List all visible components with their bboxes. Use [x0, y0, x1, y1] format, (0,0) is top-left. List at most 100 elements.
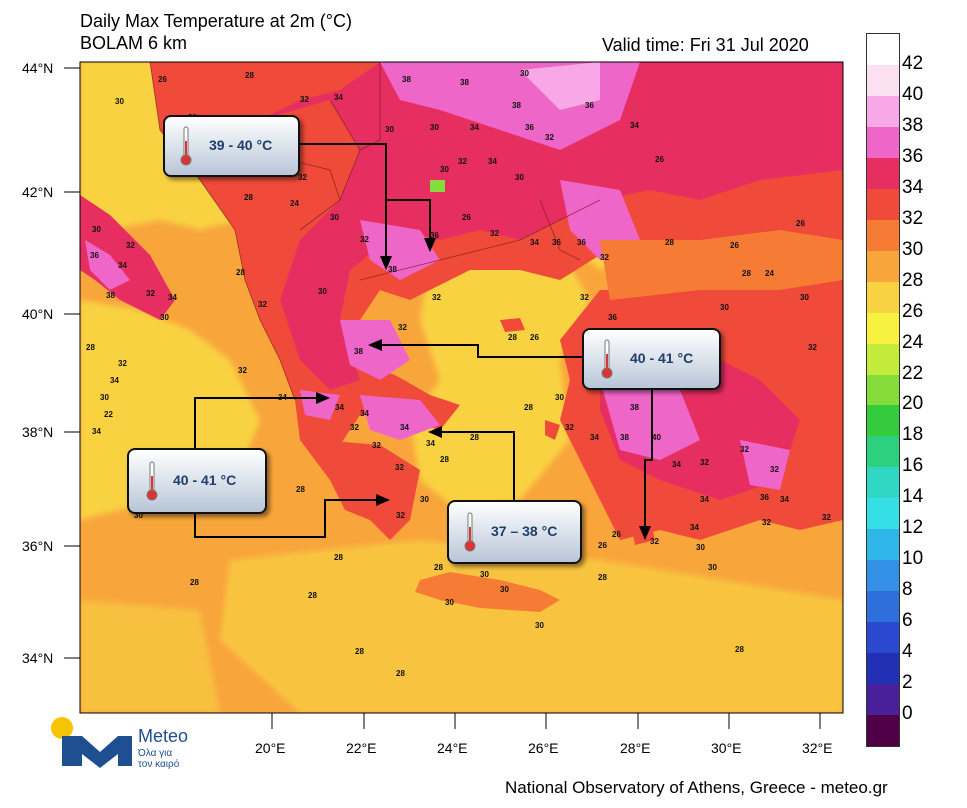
- colorbar-segment: [867, 219, 899, 252]
- svg-text:38: 38: [402, 75, 411, 84]
- southern-sea-band: [220, 540, 843, 713]
- svg-text:28: 28: [524, 403, 533, 412]
- svg-text:26: 26: [158, 75, 167, 84]
- svg-text:32: 32: [350, 423, 359, 432]
- svg-text:30: 30: [535, 621, 544, 630]
- svg-text:30: 30: [708, 563, 717, 572]
- svg-text:32: 32: [458, 157, 467, 166]
- lat-label-44: 44°N: [22, 60, 54, 76]
- colorbar-segment: [867, 250, 899, 283]
- svg-text:32: 32: [372, 441, 381, 450]
- svg-text:32: 32: [398, 323, 407, 332]
- svg-text:28: 28: [244, 193, 253, 202]
- colorbar-segment: [867, 715, 899, 747]
- colorbar-segment: [867, 591, 899, 623]
- map-title-line1: Daily Max Temperature at 2m (°C): [80, 11, 352, 31]
- svg-text:40: 40: [652, 433, 661, 442]
- land-sw-turkey-very-hot: [740, 440, 790, 490]
- svg-text:26: 26: [530, 333, 539, 342]
- lat-label-40: 40°N: [22, 306, 54, 322]
- land-danube-peak: [520, 62, 600, 110]
- svg-text:28: 28: [86, 343, 95, 352]
- sw-sea-band: [80, 600, 220, 713]
- svg-text:32: 32: [740, 445, 749, 454]
- svg-text:30: 30: [160, 313, 169, 322]
- colorbar-label: 22: [902, 362, 924, 384]
- svg-text:28: 28: [245, 71, 254, 80]
- svg-text:34: 34: [335, 403, 344, 412]
- svg-text:34: 34: [470, 123, 479, 132]
- colorbar-label: 32: [902, 207, 924, 229]
- svg-text:36: 36: [430, 231, 439, 240]
- svg-text:30: 30: [92, 225, 101, 234]
- svg-text:26: 26: [612, 530, 621, 539]
- lat-label-36: 36°N: [22, 538, 54, 554]
- svg-text:38: 38: [388, 265, 397, 274]
- svg-text:36: 36: [577, 238, 586, 247]
- svg-text:38: 38: [354, 347, 363, 356]
- colorbar-label: 20: [902, 393, 924, 415]
- svg-text:30: 30: [720, 303, 729, 312]
- svg-text:30: 30: [385, 125, 394, 134]
- svg-text:28: 28: [396, 669, 405, 678]
- credit-line: National Observatory of Athens, Greece -…: [505, 778, 888, 797]
- svg-text:28: 28: [334, 553, 343, 562]
- valid-time: Valid time: Fri 31 Jul 2020: [602, 35, 809, 55]
- svg-text:28: 28: [308, 591, 317, 600]
- land-italy-heel: [80, 195, 175, 320]
- colorbar-label: 42: [902, 52, 924, 74]
- lat-label-38: 38°N: [22, 424, 54, 440]
- colorbar: [866, 33, 900, 747]
- logo-slogan-line2: τον καιρό: [138, 759, 180, 770]
- svg-text:34: 34: [488, 157, 497, 166]
- colorbar-segment: [867, 684, 899, 716]
- map-title-line2: BOLAM 6 km: [80, 33, 188, 53]
- logo-slogan-line1: Όλα για: [138, 748, 173, 759]
- svg-text:32: 32: [395, 463, 404, 472]
- svg-text:24: 24: [290, 199, 299, 208]
- callout-east-attica: 37 – 38 °C: [447, 500, 582, 564]
- svg-text:34: 34: [400, 423, 409, 432]
- svg-text:32: 32: [762, 518, 771, 527]
- svg-text:30: 30: [115, 97, 124, 106]
- svg-text:30: 30: [134, 511, 143, 520]
- svg-text:34: 34: [118, 261, 127, 270]
- colorbar-segment: [867, 560, 899, 592]
- svg-text:30: 30: [430, 123, 439, 132]
- map-frame: [79, 61, 844, 714]
- land-north-turkey: [600, 230, 843, 300]
- svg-text:32: 32: [300, 95, 309, 104]
- colorbar-segment: [867, 436, 899, 468]
- svg-text:32: 32: [580, 293, 589, 302]
- svg-text:34: 34: [690, 523, 699, 532]
- logo-name: Meteo: [138, 726, 189, 746]
- svg-text:28: 28: [470, 433, 479, 442]
- colorbar-label: 0: [902, 703, 913, 725]
- callout-text: 39 - 40 °C: [209, 137, 273, 153]
- lon-label-26: 26°E: [528, 740, 559, 756]
- callout-west-greece: 40 - 41 °C: [127, 448, 267, 514]
- colorbar-label: 24: [902, 331, 924, 353]
- svg-text:32: 32: [650, 537, 659, 546]
- svg-text:28: 28: [296, 485, 305, 494]
- lon-label-20: 20°E: [255, 740, 286, 756]
- svg-text:38: 38: [512, 101, 521, 110]
- colorbar-segment: [867, 281, 899, 314]
- svg-text:32: 32: [545, 133, 554, 142]
- colorbar-label: 8: [902, 579, 913, 601]
- land-thessaly-very-hot: [340, 320, 410, 380]
- colorbar-segment: [867, 622, 899, 654]
- svg-text:28: 28: [190, 578, 199, 587]
- svg-text:30: 30: [800, 293, 809, 302]
- land-peloponnese: [320, 440, 420, 540]
- svg-text:28: 28: [508, 333, 517, 342]
- svg-text:38: 38: [630, 403, 639, 412]
- callout-text: 40 - 41 °C: [630, 350, 694, 366]
- svg-text:28: 28: [355, 647, 364, 656]
- svg-text:34: 34: [700, 495, 709, 504]
- svg-text:34: 34: [168, 293, 177, 302]
- axis-ticks: [64, 67, 821, 729]
- callout-north-macedonia: 39 - 40 °C: [163, 115, 300, 177]
- svg-text:28: 28: [735, 645, 744, 654]
- lat-label-34: 34°N: [22, 650, 54, 666]
